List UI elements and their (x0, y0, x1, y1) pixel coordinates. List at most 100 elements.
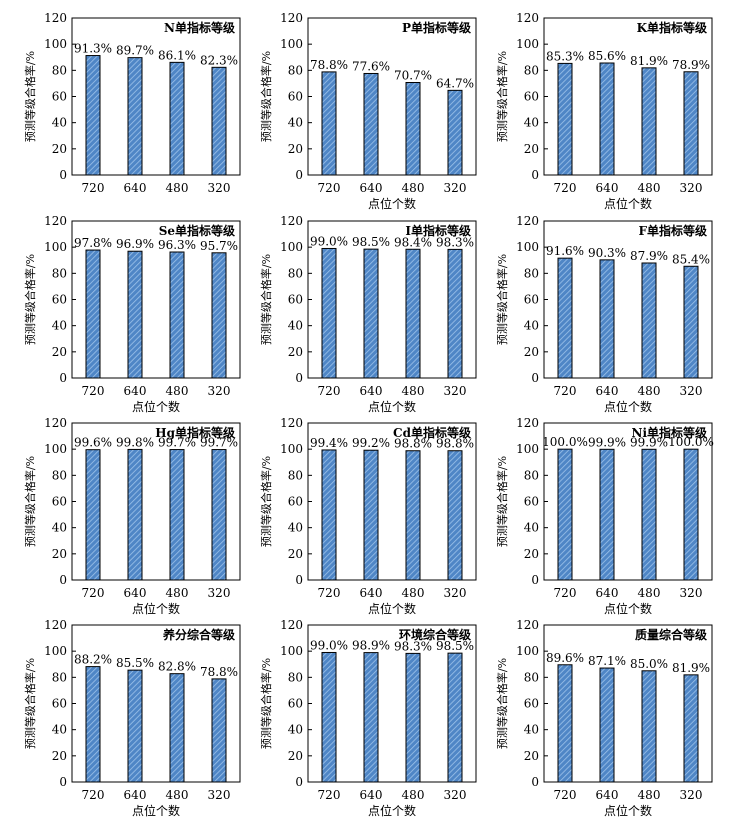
data-label: 90.3% (588, 246, 626, 260)
x-tick-label: 640 (124, 788, 147, 802)
data-label: 98.3% (436, 235, 474, 249)
y-tick-label: 20 (524, 142, 539, 156)
x-tick-label: 640 (360, 788, 383, 802)
data-label: 99.7% (158, 436, 196, 450)
x-tick-label: 640 (124, 586, 147, 600)
chart-title: 环境综合等级 (399, 627, 471, 642)
data-label: 82.3% (200, 53, 238, 67)
y-tick-label: 60 (288, 90, 303, 104)
y-tick-label: 120 (516, 11, 539, 25)
y-tick-label: 0 (531, 573, 539, 587)
data-label: 85.6% (588, 49, 626, 63)
chart-title: Se单指标等级 (159, 223, 235, 238)
x-tick-label: 320 (444, 181, 467, 195)
data-label: 99.9% (630, 435, 668, 449)
data-label: 86.1% (158, 48, 196, 62)
y-tick-label: 40 (288, 521, 303, 535)
y-tick-label: 40 (288, 116, 303, 130)
x-tick-label: 320 (444, 586, 467, 600)
y-axis-label: 预测等级合格率/% (259, 254, 273, 345)
x-tick-label: 720 (554, 788, 577, 802)
data-label: 85.3% (546, 49, 584, 63)
y-tick-label: 20 (524, 749, 539, 763)
bar (557, 257, 573, 379)
y-axis-label: 预测等级合格率/% (495, 51, 509, 142)
chart-title: P单指标等级 (402, 20, 471, 35)
y-tick-label: 0 (531, 775, 539, 789)
y-axis-label: 预测等级合格率/% (23, 51, 37, 142)
x-axis-label: 点位个数 (368, 196, 416, 211)
y-tick-label: 80 (524, 266, 539, 280)
x-tick-label: 720 (82, 788, 105, 802)
data-label: 95.7% (200, 239, 238, 253)
x-tick-label: 720 (554, 181, 577, 195)
y-tick-label: 60 (52, 495, 67, 509)
data-label: 98.3% (394, 639, 432, 653)
chart-title: K单指标等级 (637, 20, 707, 35)
bar (683, 71, 699, 176)
y-tick-label: 120 (280, 11, 303, 25)
y-tick-label: 0 (295, 573, 303, 587)
x-tick-label: 480 (402, 384, 425, 398)
data-label: 99.9% (588, 435, 626, 449)
bar (641, 67, 657, 176)
x-axis-label: 点位个数 (368, 803, 416, 818)
y-tick-label: 0 (59, 371, 67, 385)
y-tick-label: 60 (524, 697, 539, 711)
y-tick-label: 40 (52, 116, 67, 130)
bar (169, 673, 185, 783)
y-tick-label: 20 (52, 749, 67, 763)
y-tick-label: 20 (288, 547, 303, 561)
data-label: 96.3% (158, 238, 196, 252)
y-tick-label: 20 (524, 547, 539, 561)
data-label: 85.5% (116, 656, 154, 670)
data-label: 97.8% (74, 236, 112, 250)
x-tick-label: 640 (596, 181, 619, 195)
y-axis-label: 预测等级合格率/% (259, 658, 273, 749)
y-axis-label: 预测等级合格率/% (495, 456, 509, 547)
data-label: 99.8% (116, 435, 154, 449)
x-tick-label: 320 (208, 788, 231, 802)
y-axis-label: 预测等级合格率/% (495, 658, 509, 749)
y-tick-label: 120 (280, 416, 303, 430)
chart-title: Ni单指标等级 (631, 425, 707, 440)
chart-title: F单指标等级 (638, 223, 707, 238)
y-tick-label: 40 (524, 521, 539, 535)
chart-title: I单指标等级 (405, 223, 471, 238)
y-tick-label: 100 (280, 644, 303, 658)
data-label: 99.6% (74, 436, 112, 450)
x-tick-label: 640 (360, 384, 383, 398)
bar (683, 674, 699, 783)
data-label: 85.4% (672, 252, 710, 266)
data-label: 89.7% (116, 44, 154, 58)
y-tick-label: 60 (52, 90, 67, 104)
y-tick-label: 120 (516, 618, 539, 632)
y-tick-label: 100 (516, 644, 539, 658)
y-tick-label: 20 (52, 547, 67, 561)
bar (641, 262, 657, 379)
data-label: 82.8% (158, 660, 196, 674)
x-tick-label: 640 (360, 181, 383, 195)
x-tick-label: 480 (402, 181, 425, 195)
x-tick-label: 720 (82, 384, 105, 398)
x-tick-label: 480 (166, 586, 189, 600)
y-axis-label: 预测等级合格率/% (495, 254, 509, 345)
x-tick-label: 320 (444, 384, 467, 398)
x-axis-label: 点位个数 (368, 399, 416, 414)
y-tick-label: 60 (524, 293, 539, 307)
y-axis-label: 预测等级合格率/% (259, 51, 273, 142)
data-label: 64.7% (436, 76, 474, 90)
bar (447, 248, 463, 379)
data-label: 87.1% (588, 654, 626, 668)
x-tick-label: 480 (166, 384, 189, 398)
y-tick-label: 80 (52, 468, 67, 482)
y-tick-label: 80 (52, 63, 67, 77)
bar (127, 57, 143, 176)
